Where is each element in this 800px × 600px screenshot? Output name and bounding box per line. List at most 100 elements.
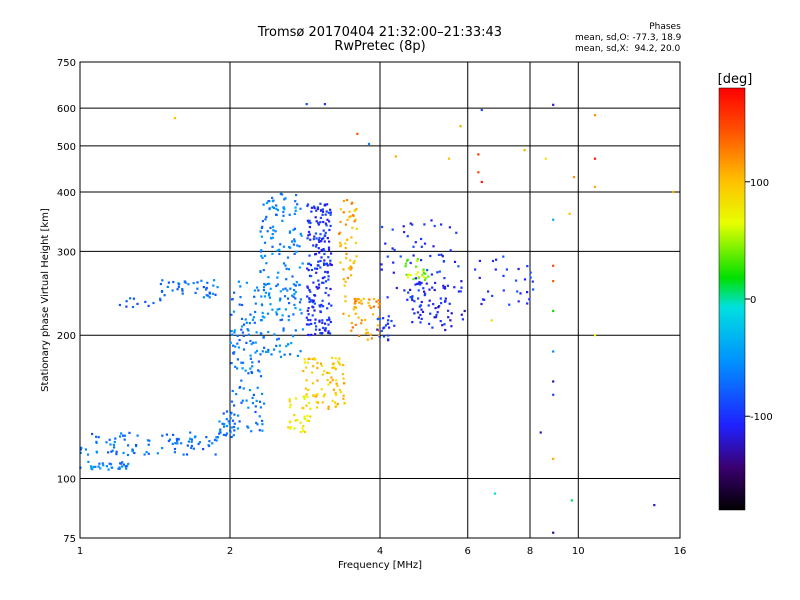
echo-point: [516, 290, 519, 293]
echo-point: [528, 298, 531, 301]
echo-point: [294, 206, 297, 209]
echo-point: [293, 303, 296, 306]
echo-point: [425, 282, 428, 285]
echo-point: [275, 284, 278, 288]
echo-point: [346, 276, 350, 280]
echo-point: [531, 280, 534, 283]
echo-point: [448, 302, 451, 305]
echo-point: [79, 448, 82, 451]
echo-point: [453, 286, 456, 289]
echo-point: [267, 294, 271, 297]
echo-point: [285, 267, 288, 270]
echo-point: [216, 436, 219, 439]
echo-point: [261, 311, 264, 314]
echo-point: [321, 373, 324, 376]
echo-point: [412, 278, 415, 281]
echo-point: [295, 281, 298, 284]
echo-point: [304, 387, 307, 390]
echo-point: [241, 303, 244, 307]
echo-point: [120, 432, 123, 435]
echo-point: [314, 333, 317, 336]
echo-point: [354, 323, 357, 326]
echo-point: [329, 211, 332, 214]
echo-point: [502, 289, 505, 292]
echo-point: [414, 277, 417, 280]
echo-point: [413, 312, 416, 315]
echo-point: [293, 414, 296, 417]
echo-point: [260, 226, 263, 230]
echo-point: [231, 298, 234, 301]
echo-point: [526, 302, 529, 305]
echo-point: [314, 395, 317, 398]
echo-point: [127, 444, 130, 447]
echo-point: [218, 432, 221, 435]
echo-point: [282, 262, 286, 265]
echo-point: [245, 321, 248, 324]
echo-point: [341, 373, 345, 376]
echo-point: [310, 322, 313, 325]
echo-point: [327, 211, 330, 214]
echo-point: [248, 322, 251, 325]
echo-point: [324, 231, 327, 234]
echo-point: [105, 465, 108, 468]
echo-point: [493, 492, 496, 495]
echo-point: [299, 308, 302, 311]
echo-point: [443, 300, 447, 303]
echo-point: [293, 293, 296, 296]
echo-point: [287, 315, 290, 318]
echo-point: [273, 333, 276, 336]
echo-point: [526, 265, 529, 268]
echo-point: [196, 281, 199, 284]
echo-point: [353, 306, 356, 309]
echo-point: [282, 210, 285, 214]
echo-point: [432, 303, 435, 306]
echo-point: [280, 193, 284, 196]
echo-point: [294, 284, 297, 287]
echo-point: [316, 287, 319, 290]
echo-point: [314, 232, 317, 235]
chart-subtitle: RwPretec (8p): [334, 39, 426, 54]
echo-point: [367, 301, 370, 304]
echo-point: [223, 423, 226, 426]
echo-point: [306, 204, 309, 208]
echo-point: [289, 406, 292, 409]
echo-point: [152, 301, 155, 305]
echo-point: [440, 223, 443, 226]
echo-point: [112, 443, 115, 446]
colorbar-ticks: 100 0 -100: [745, 178, 773, 423]
echo-point: [324, 263, 327, 266]
echo-point: [253, 289, 256, 292]
echo-point: [147, 304, 150, 307]
echo-point: [202, 448, 205, 451]
echo-point: [329, 287, 332, 291]
echo-point: [208, 296, 211, 299]
echo-point: [350, 322, 353, 325]
echo-point: [279, 297, 282, 300]
echo-point: [322, 326, 325, 329]
y-tick-label: 100: [57, 475, 76, 486]
echo-point: [313, 205, 316, 208]
echo-point: [284, 264, 287, 267]
echo-point: [360, 302, 363, 305]
echo-point: [230, 435, 233, 439]
echo-point: [306, 318, 310, 322]
echo-point: [356, 132, 359, 135]
echo-point: [347, 267, 350, 270]
echo-point: [303, 358, 306, 361]
echo-point: [255, 331, 258, 334]
echo-point: [275, 311, 278, 314]
echo-point: [327, 246, 331, 249]
echo-point: [344, 295, 347, 298]
echo-point: [231, 389, 234, 393]
echo-point: [218, 430, 222, 433]
echo-point: [256, 386, 259, 389]
echo-point: [552, 350, 555, 353]
echo-point: [238, 420, 241, 423]
echo-point: [282, 245, 285, 248]
echo-point: [424, 272, 427, 275]
echo-point: [225, 418, 228, 421]
echo-point: [239, 285, 242, 288]
echo-point: [260, 249, 263, 252]
echo-point: [148, 439, 151, 442]
echo-point: [241, 399, 244, 402]
